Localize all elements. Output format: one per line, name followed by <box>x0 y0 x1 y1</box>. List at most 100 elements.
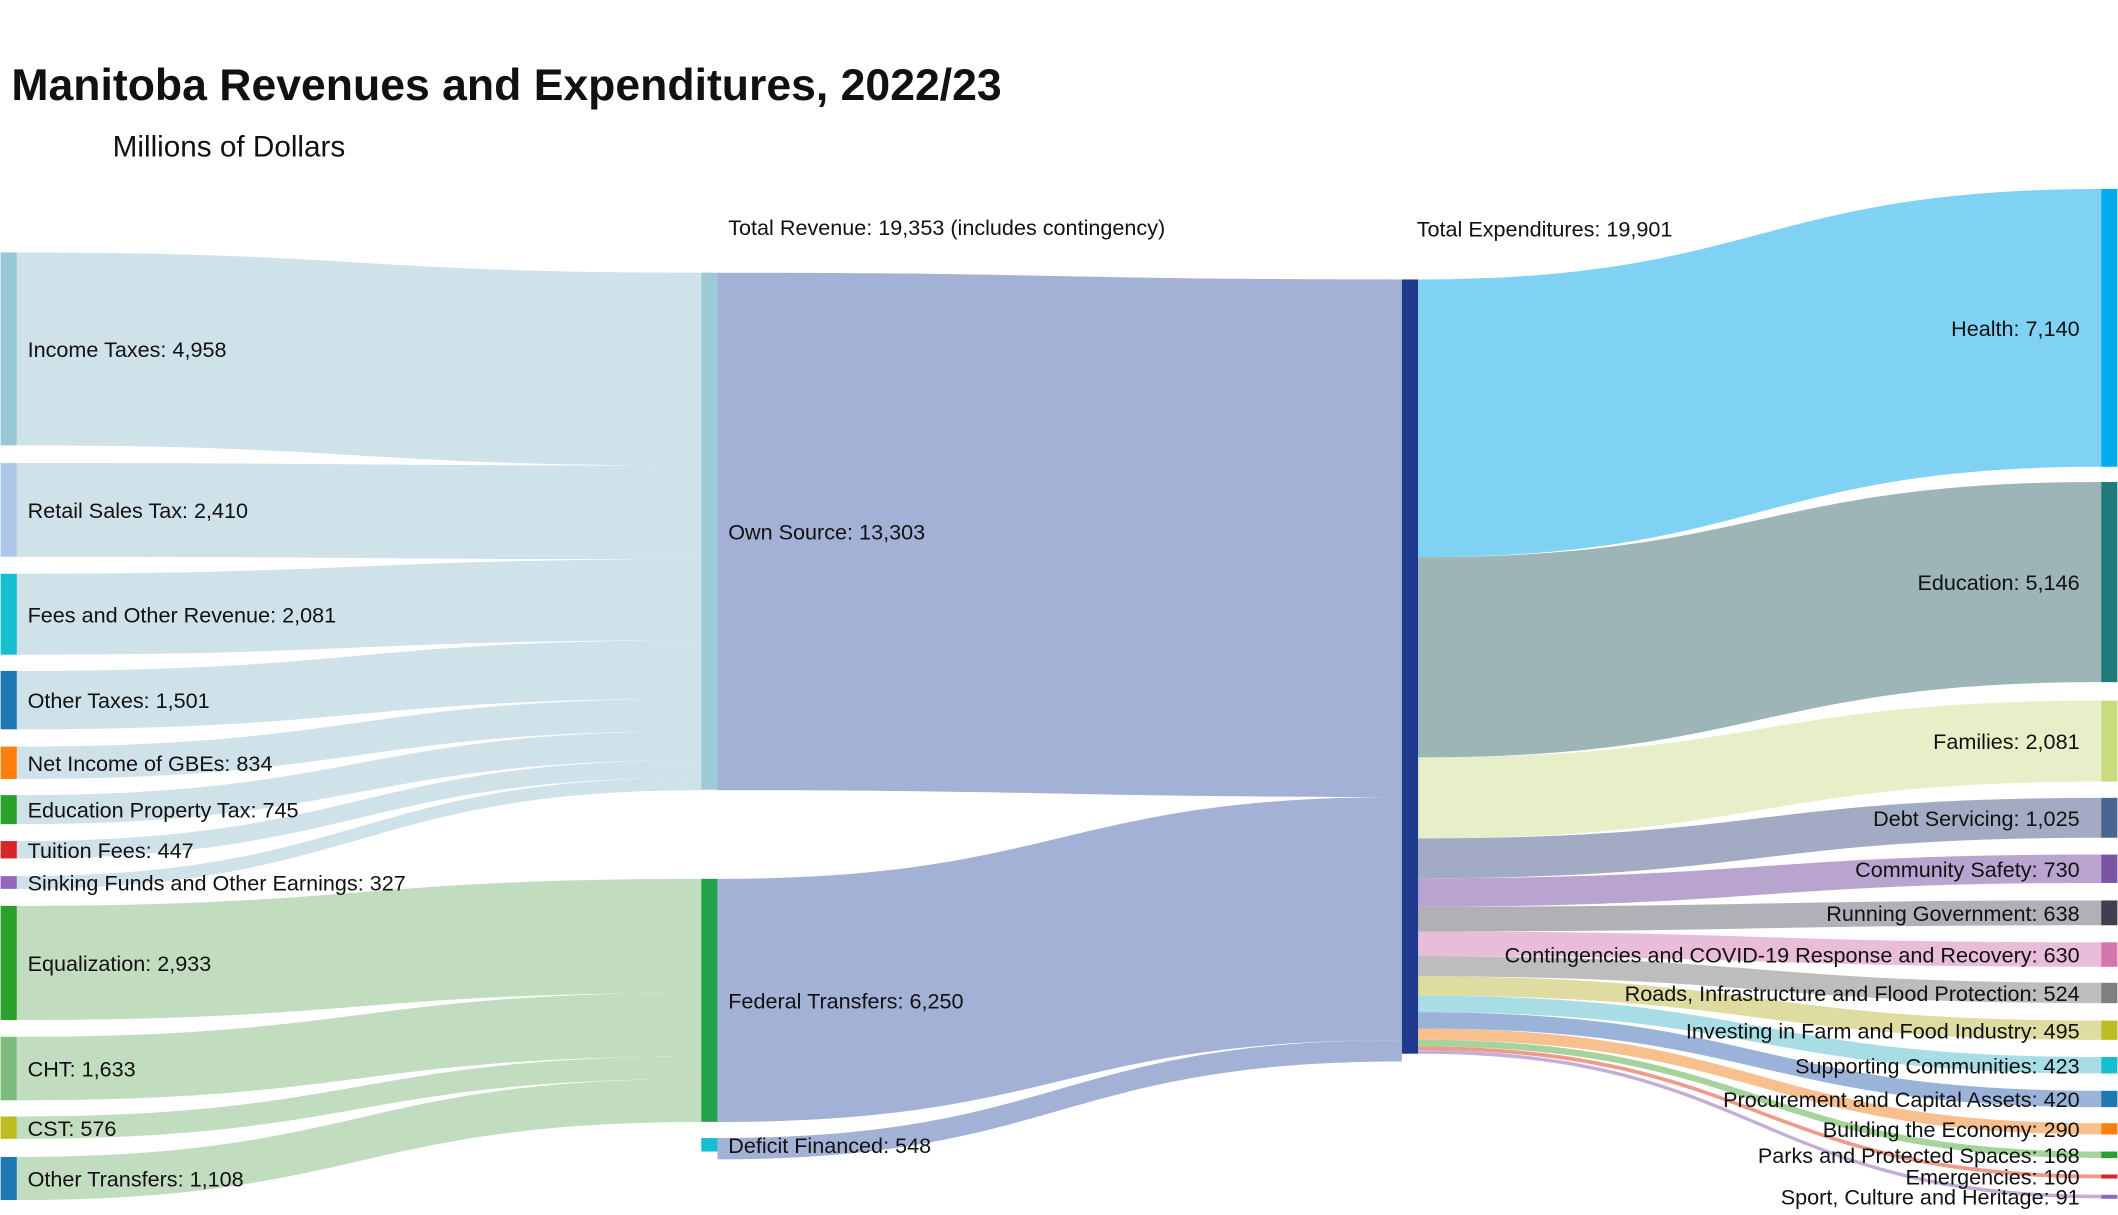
node-supp <box>2101 1057 2118 1074</box>
link-total-run <box>1418 900 2102 932</box>
link-othertr-fed <box>16 1078 702 1201</box>
node-debt <box>2101 797 2118 838</box>
node-label-debt: Debt Servicing: 1,025 <box>1873 806 2079 831</box>
node-health <box>2101 189 2118 467</box>
node-equal <box>0 905 17 1020</box>
link-total-proc <box>1418 1012 2102 1108</box>
node-farm <box>2101 1020 2118 1040</box>
node-label-build: Building the Economy: 290 <box>1823 1117 2080 1142</box>
link-total-sport <box>1418 1050 2102 1199</box>
node-label-edu: Education: 5,146 <box>1918 570 2080 595</box>
link-total-roads <box>1418 956 2102 1004</box>
node-othertax <box>0 670 17 730</box>
node-label-equal: Equalization: 2,933 <box>28 951 212 976</box>
link-retail-own <box>16 463 702 560</box>
link-total-build <box>1418 1028 2102 1135</box>
node-ept <box>0 795 17 825</box>
link-total-parks <box>1418 1039 2102 1159</box>
node-fam <box>2101 700 2118 782</box>
link-total-comm <box>1418 854 2102 907</box>
link-total-cont <box>1418 931 2102 967</box>
node-label-othertr: Other Transfers: 1,108 <box>28 1167 244 1192</box>
node-label-health: Health: 7,140 <box>1951 316 2079 341</box>
node-label-roads: Roads, Infrastructure and Flood Protecti… <box>1625 981 2080 1006</box>
node-label-retail: Retail Sales Tax: 2,410 <box>28 498 248 523</box>
link-ept-own <box>16 731 702 825</box>
link-total-emerg <box>1418 1046 2102 1179</box>
node-sinking <box>0 876 17 889</box>
node-label-fam: Families: 2,081 <box>1933 729 2079 754</box>
node-label-fed: Federal Transfers: 6,250 <box>728 988 963 1013</box>
node-sport <box>2101 1194 2118 1199</box>
node-cht <box>0 1036 17 1101</box>
node-label-farm: Investing in Farm and Food Industry: 495 <box>1686 1018 2080 1043</box>
node-comm <box>2101 854 2118 883</box>
link-tuition-own <box>16 760 702 859</box>
chart-subtitle: Millions of Dollars <box>113 131 346 164</box>
node-label-tuition: Tuition Fees: 447 <box>28 838 194 863</box>
node-income <box>0 252 17 446</box>
node-label-own: Own Source: 13,303 <box>728 519 925 544</box>
node-retail <box>0 463 17 557</box>
node-edu <box>2101 481 2118 683</box>
node-run <box>2101 900 2118 926</box>
node-label-income: Income Taxes: 4,958 <box>28 337 227 362</box>
node-label-sport: Sport, Culture and Heritage: 91 <box>1781 1185 2080 1210</box>
node-label-sinking: Sinking Funds and Other Earnings: 327 <box>28 871 406 896</box>
link-sinking-own <box>16 777 702 889</box>
link-gbe-own <box>16 698 702 779</box>
link-cht-fed <box>16 992 702 1101</box>
link-cst-fed <box>16 1056 702 1139</box>
link-income-own <box>16 252 702 466</box>
links-layer <box>16 189 2102 1201</box>
node-label-gbe: Net Income of GBEs: 834 <box>28 751 273 776</box>
node-label-othertax: Other Taxes: 1,501 <box>28 688 210 713</box>
node-othertr <box>0 1156 17 1201</box>
total-expenditures-header: Total Expenditures: 19,901 <box>1417 216 1673 241</box>
labels-layer: Income Taxes: 4,958 Retail Sales Tax: 2,4… <box>28 316 2080 1210</box>
link-othertax-own <box>16 640 702 730</box>
node-label-deficit: Deficit Financed: 548 <box>728 1133 931 1158</box>
node-label-supp: Supporting Communities: 423 <box>1795 1053 2079 1078</box>
node-label-emerg: Emergencies: 100 <box>1906 1165 2080 1190</box>
node-gbe <box>0 746 17 779</box>
nodes-layer <box>0 189 2118 1201</box>
link-total-debt <box>1418 797 2102 879</box>
node-fees <box>0 573 17 655</box>
node-label-comm: Community Safety: 730 <box>1855 857 2079 882</box>
link-fed-total <box>717 797 1402 1123</box>
node-parks <box>2101 1151 2118 1159</box>
node-label-cht: CHT: 1,633 <box>28 1057 136 1082</box>
link-fees-own <box>16 559 702 655</box>
node-label-cst: CST: 576 <box>28 1116 117 1141</box>
node-label-cont: Contingencies and COVID-19 Response and … <box>1505 943 2080 968</box>
node-total <box>1401 279 1419 1054</box>
node-label-ept: Education Property Tax: 745 <box>28 798 299 823</box>
node-label-parks: Parks and Protected Spaces: 168 <box>1758 1143 2080 1168</box>
node-emerg <box>2101 1174 2118 1179</box>
node-cont <box>2101 942 2118 967</box>
link-total-health <box>1418 189 2102 558</box>
node-roads <box>2101 982 2118 1004</box>
chart-title: Manitoba Revenues and Expenditures, 2022… <box>11 61 1001 110</box>
total-revenue-header: Total Revenue: 19,353 (includes continge… <box>728 215 1165 240</box>
node-label-run: Running Government: 638 <box>1826 901 2079 926</box>
node-proc <box>2101 1090 2118 1108</box>
node-label-fees: Fees and Other Revenue: 2,081 <box>28 602 337 627</box>
node-deficit <box>701 1138 718 1152</box>
link-total-supp <box>1418 995 2102 1074</box>
link-total-farm <box>1418 976 2102 1040</box>
link-total-edu <box>1418 481 2102 758</box>
node-label-proc: Procurement and Capital Assets: 420 <box>1723 1087 2080 1112</box>
node-own <box>701 272 718 790</box>
link-equal-fed <box>16 878 702 1020</box>
node-tuition <box>0 841 17 859</box>
link-deficit-total <box>717 1040 1402 1160</box>
link-total-fam <box>1418 700 2102 839</box>
node-build <box>2101 1123 2118 1135</box>
link-own-total <box>717 272 1402 798</box>
node-cst <box>0 1116 17 1139</box>
node-fed <box>701 878 718 1122</box>
